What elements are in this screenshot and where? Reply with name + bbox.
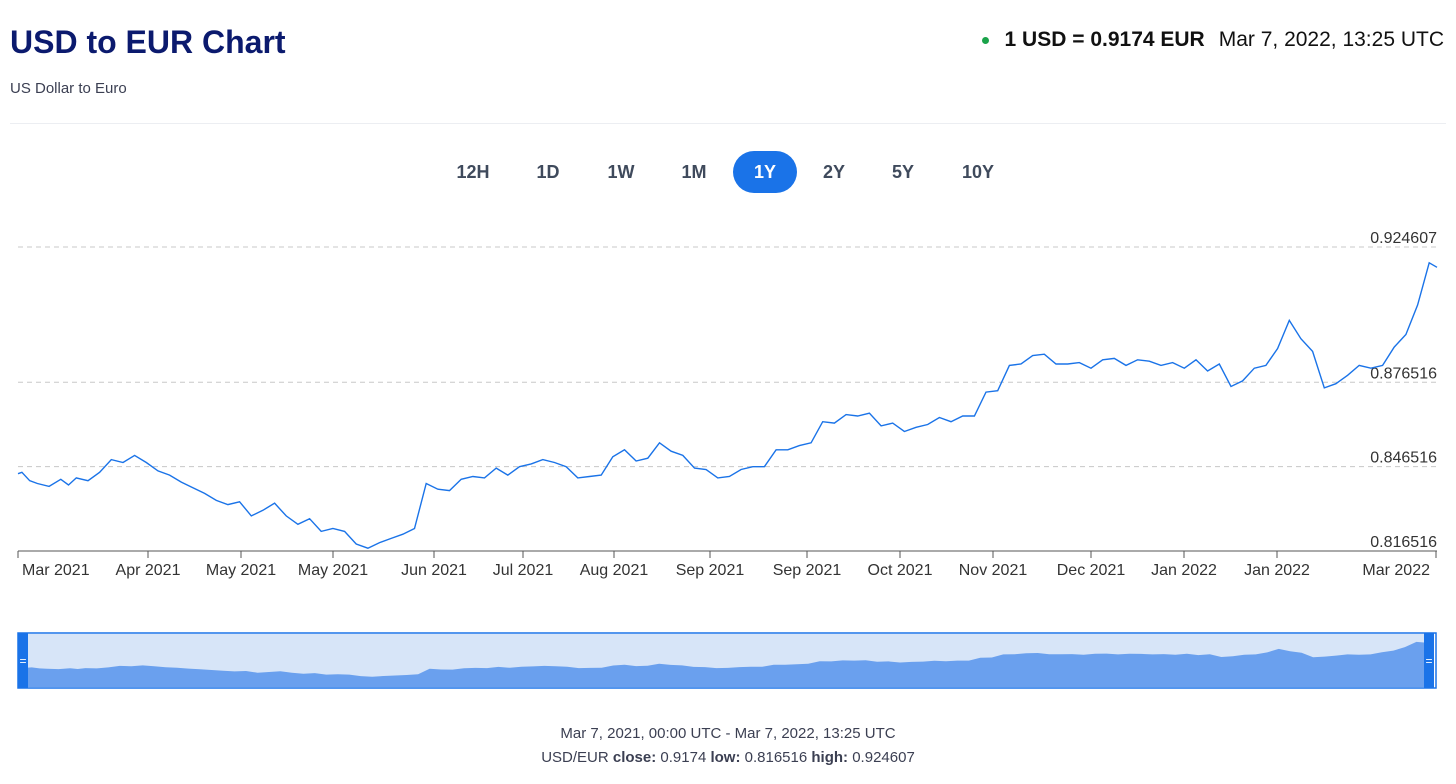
time-range-selector: 12H 1D 1W 1M 1Y 2Y 5Y 10Y: [0, 151, 1456, 193]
left-handle-grip-icon: =: [19, 654, 26, 668]
page-subtitle: US Dollar to Euro: [10, 80, 127, 97]
navigator-right-handle[interactable]: [1424, 633, 1434, 688]
range-button-5y[interactable]: 5Y: [891, 161, 915, 182]
footer-low-value: 0.816516: [744, 749, 808, 766]
range-button-1w[interactable]: 1W: [607, 161, 635, 182]
price-line: [17, 261, 1438, 549]
x-tick-label: Jun 2021: [401, 562, 467, 579]
x-tick-label: Jul 2021: [493, 562, 554, 579]
range-navigator[interactable]: = =: [17, 632, 1437, 689]
y-tick-label: 0.876516: [1370, 365, 1437, 382]
rate-value: 1 USD = 0.9174 EUR: [1004, 28, 1205, 51]
x-tick-label: Mar 2021: [22, 562, 90, 579]
x-tick-label: Sep 2021: [676, 562, 745, 579]
y-tick-label: 0.816516: [1370, 534, 1437, 551]
x-tick-label: Apr 2021: [116, 562, 181, 579]
range-button-2y[interactable]: 2Y: [822, 161, 846, 182]
x-tick-label: Sep 2021: [773, 562, 842, 579]
x-tick-label: Nov 2021: [959, 562, 1028, 579]
navigator-left-handle[interactable]: [18, 633, 28, 688]
header-divider: [10, 123, 1446, 124]
x-tick-label: Oct 2021: [868, 562, 933, 579]
live-status-dot-icon: [981, 36, 989, 44]
footer-date-range: Mar 7, 2021, 00:00 UTC - Mar 7, 2022, 13…: [560, 725, 896, 742]
rate-timestamp: Mar 7, 2022, 13:25 UTC: [1218, 28, 1444, 51]
x-tick-label: Jan 2022: [1151, 562, 1217, 579]
x-tick-label: Dec 2021: [1057, 562, 1126, 579]
range-button-1m[interactable]: 1M: [681, 161, 707, 182]
footer-close-value: 0.9174: [660, 749, 707, 766]
footer-high-label: high:: [811, 749, 849, 766]
footer-pair: USD/EUR: [541, 749, 609, 766]
x-tick-label: May 2021: [298, 562, 368, 579]
current-rate: 1 USD = 0.9174 EUR Mar 7, 2022, 13:25 UT…: [981, 28, 1444, 52]
x-tick-label: May 2021: [206, 562, 276, 579]
range-button-12h[interactable]: 12H: [456, 161, 490, 182]
page-title: USD to EUR Chart: [10, 24, 286, 60]
range-button-1y[interactable]: 1Y: [733, 151, 797, 193]
range-button-10y[interactable]: 10Y: [961, 161, 995, 182]
x-tick-label: Aug 2021: [580, 562, 649, 579]
footer-close-label: close:: [612, 749, 657, 766]
x-tick-label: Jan 2022: [1244, 562, 1310, 579]
range-button-1d[interactable]: 1D: [536, 161, 560, 182]
footer-low-label: low:: [710, 749, 741, 766]
y-tick-label: 0.846516: [1370, 450, 1437, 467]
footer-high-value: 0.924607: [852, 749, 915, 766]
navigator-area: [28, 641, 1424, 687]
right-handle-grip-icon: =: [1425, 654, 1432, 668]
footer-summary: USD/EUR close: 0.9174 low: 0.816516 high…: [0, 749, 1456, 766]
x-tick-label: Mar 2022: [1362, 562, 1430, 579]
y-tick-label: 0.924607: [1370, 230, 1437, 247]
